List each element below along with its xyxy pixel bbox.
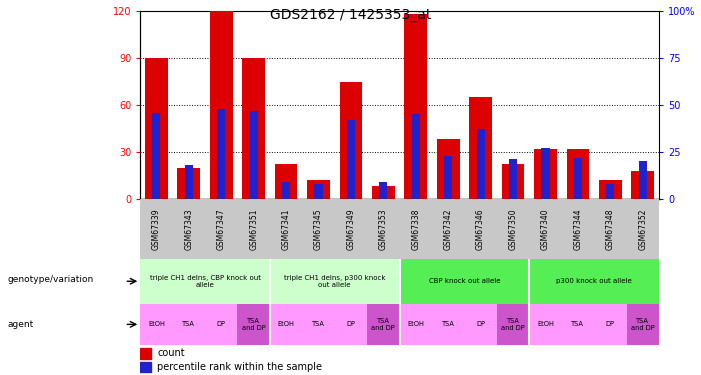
Text: EtOH: EtOH	[537, 321, 554, 327]
Bar	[145, 58, 168, 199]
Bar	[140, 259, 270, 304]
Bar	[339, 82, 362, 199]
Bar	[315, 184, 322, 199]
Text: GSM67348: GSM67348	[606, 208, 615, 249]
Text: GSM67349: GSM67349	[346, 208, 355, 250]
Bar	[217, 109, 225, 199]
Text: count: count	[157, 348, 184, 358]
Bar	[140, 348, 151, 358]
Bar	[172, 304, 205, 345]
Text: CBP knock out allele: CBP knock out allele	[429, 278, 500, 284]
Bar	[574, 158, 582, 199]
Text: p300 knock out allele: p300 knock out allele	[556, 278, 632, 284]
Bar	[210, 11, 233, 199]
Bar	[404, 14, 427, 199]
Bar	[639, 161, 647, 199]
Text: genotype/variation: genotype/variation	[7, 275, 93, 284]
Text: GSM67344: GSM67344	[573, 208, 583, 250]
Text: GSM67352: GSM67352	[638, 208, 647, 249]
Text: GDS2162 / 1425353_at: GDS2162 / 1425353_at	[270, 8, 431, 21]
Text: TSA
and DP: TSA and DP	[501, 318, 525, 331]
Bar	[411, 114, 420, 199]
Text: EtOH: EtOH	[407, 321, 424, 327]
Bar	[372, 186, 395, 199]
Bar	[464, 304, 497, 345]
Text: GSM67346: GSM67346	[476, 208, 485, 250]
Text: triple CH1 delns, CBP knock out
allele: triple CH1 delns, CBP knock out allele	[149, 275, 261, 288]
Text: EtOH: EtOH	[148, 321, 165, 327]
Text: GSM67342: GSM67342	[444, 208, 453, 249]
Text: DP: DP	[217, 321, 226, 327]
Bar	[302, 304, 335, 345]
Text: TSA: TSA	[571, 321, 585, 327]
Bar	[594, 304, 627, 345]
Bar	[534, 149, 557, 199]
Bar	[400, 304, 432, 345]
Bar	[140, 362, 151, 372]
Bar	[238, 304, 270, 345]
Bar	[599, 180, 622, 199]
Bar	[509, 159, 517, 199]
Bar	[379, 182, 388, 199]
Bar	[400, 259, 529, 304]
Text: GSM67339: GSM67339	[152, 208, 161, 250]
Bar	[566, 149, 590, 199]
Bar	[205, 304, 238, 345]
Text: TSA: TSA	[312, 321, 325, 327]
Text: EtOH: EtOH	[278, 321, 294, 327]
Bar	[307, 180, 330, 199]
Bar	[270, 304, 302, 345]
Text: DP: DP	[346, 321, 355, 327]
Bar	[140, 304, 172, 345]
Bar	[627, 304, 659, 345]
Text: TSA: TSA	[182, 321, 196, 327]
Bar	[282, 182, 290, 199]
Text: DP: DP	[476, 321, 485, 327]
Bar	[497, 304, 529, 345]
Text: GSM67341: GSM67341	[282, 208, 291, 249]
Text: GSM67350: GSM67350	[508, 208, 517, 250]
Text: TSA
and DP: TSA and DP	[242, 318, 266, 331]
Text: TSA
and DP: TSA and DP	[372, 318, 395, 331]
Text: TSA
and DP: TSA and DP	[631, 318, 655, 331]
Bar	[250, 111, 258, 199]
Bar	[432, 304, 464, 345]
Text: GSM67351: GSM67351	[249, 208, 258, 249]
Bar	[529, 304, 562, 345]
Bar	[469, 97, 492, 199]
Text: DP: DP	[606, 321, 615, 327]
Bar	[335, 304, 367, 345]
Bar	[270, 259, 400, 304]
Text: TSA: TSA	[442, 321, 455, 327]
Text: GSM67353: GSM67353	[379, 208, 388, 250]
Bar	[444, 156, 452, 199]
Text: triple CH1 delns, p300 knock
out allele: triple CH1 delns, p300 knock out allele	[284, 275, 386, 288]
Bar	[177, 168, 200, 199]
Bar	[562, 304, 594, 345]
Bar	[437, 140, 460, 199]
Bar	[185, 165, 193, 199]
Text: agent: agent	[7, 320, 33, 329]
Bar	[632, 171, 654, 199]
Text: GSM67347: GSM67347	[217, 208, 226, 250]
Bar	[367, 304, 400, 345]
Bar	[347, 120, 355, 199]
Bar	[502, 164, 524, 199]
Text: GSM67343: GSM67343	[184, 208, 193, 250]
Text: GSM67338: GSM67338	[411, 208, 421, 249]
Bar	[152, 112, 161, 199]
Bar	[606, 184, 614, 199]
Bar	[477, 129, 484, 199]
Bar	[243, 58, 265, 199]
Bar	[275, 164, 297, 199]
Text: percentile rank within the sample: percentile rank within the sample	[157, 362, 322, 372]
Bar	[541, 148, 550, 199]
Bar	[529, 259, 659, 304]
Text: GSM67340: GSM67340	[541, 208, 550, 250]
Text: GSM67345: GSM67345	[314, 208, 323, 250]
